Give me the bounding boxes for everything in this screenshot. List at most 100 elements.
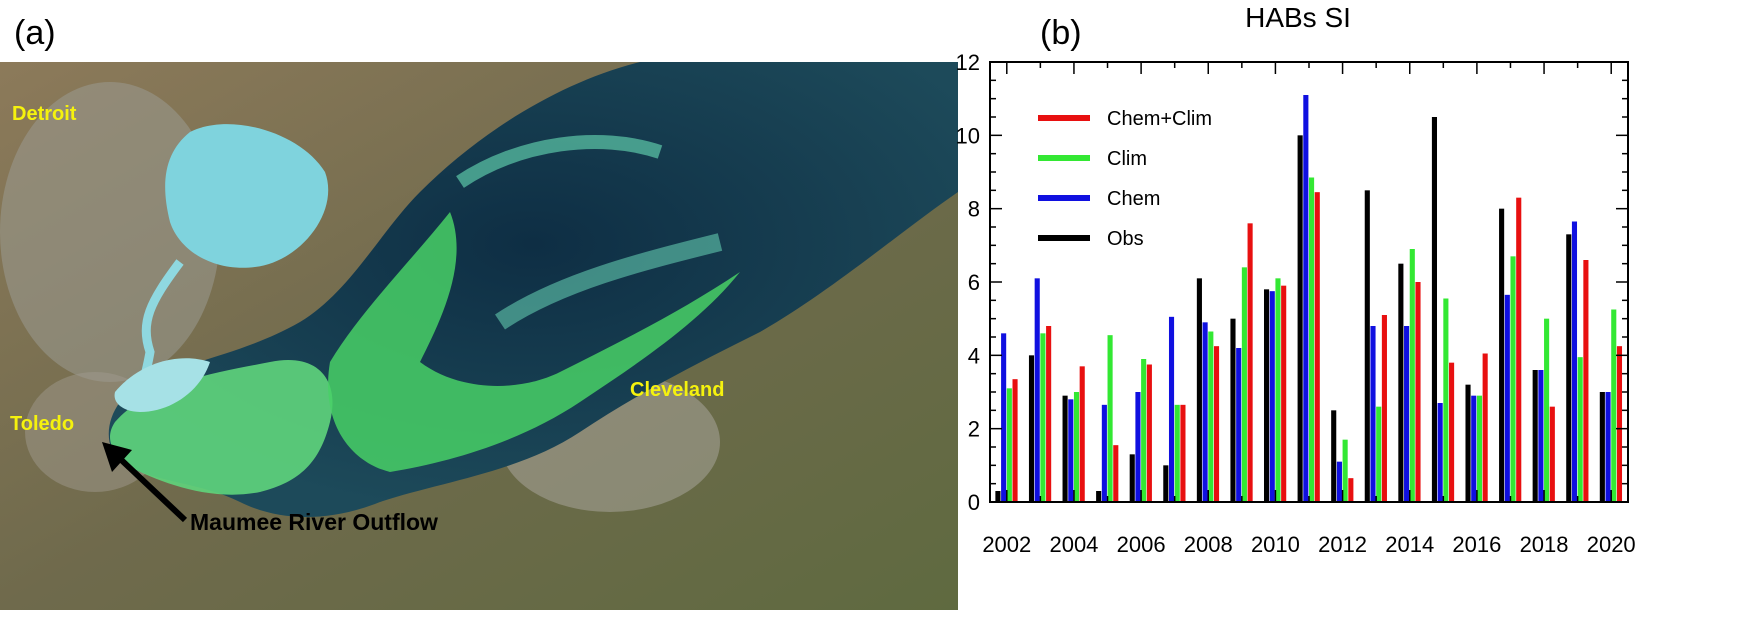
bar-obs-2019: [1566, 234, 1572, 503]
y-tick-label: 8: [968, 197, 980, 222]
bar-obs-2009: [1230, 318, 1236, 502]
plot-frame: [989, 61, 1629, 503]
x-tick-label: 2008: [1184, 532, 1233, 557]
outflow-annotation: Maumee River Outflow: [190, 509, 438, 535]
bar-clim-2013: [1376, 406, 1382, 502]
bar-obs-2015: [1431, 117, 1438, 502]
legend-label-chem-clim: Chem+Clim: [1107, 108, 1212, 130]
bar-chem-clim-2008: [1213, 346, 1220, 502]
bar-clim-2007: [1174, 404, 1180, 502]
bar-clim-2016: [1476, 395, 1483, 502]
x-tick-label: 2018: [1520, 532, 1569, 557]
bar-chem-clim-2012: [1348, 478, 1354, 502]
bar-chem-2008: [1202, 322, 1208, 502]
bar-clim-2019: [1577, 357, 1583, 502]
detroit-urban-area: [0, 82, 220, 382]
bar-obs-2007: [1163, 465, 1169, 502]
bar-obs-2002: [995, 491, 1001, 502]
bar-chem-2011: [1303, 95, 1309, 502]
chart-title: HABs SI: [1245, 2, 1351, 33]
bar-clim-2009: [1241, 267, 1247, 502]
x-tick-label: 2012: [1318, 532, 1367, 557]
bar-chem-clim-2018: [1549, 406, 1555, 502]
y-tick-label: 12: [956, 50, 980, 75]
legend-label-obs: Obs: [1107, 228, 1144, 250]
habs-si-chart: HABs SI 0 2 4 6 8 10 12 2002 2004 2006 2008 2010 201…: [956, 2, 1636, 557]
bar-chem-clim-2020: [1616, 346, 1623, 502]
bar-obs-2005: [1096, 491, 1102, 502]
x-tick-label: 2014: [1385, 532, 1434, 557]
bar-clim-2017: [1510, 256, 1516, 502]
bar-clim-2014: [1409, 249, 1415, 502]
bar-chem-clim-2011: [1314, 192, 1320, 502]
bar-chem-2017: [1504, 294, 1510, 502]
bar-chem-2014: [1404, 326, 1410, 502]
bar-obs-2003: [1028, 355, 1035, 502]
bar-chem-2009: [1236, 348, 1242, 502]
bar-obs-2014: [1398, 263, 1404, 502]
bar-chem-2020: [1605, 392, 1611, 502]
bar-chem-clim-2019: [1583, 260, 1589, 502]
satellite-map: Detroit Toledo Cleveland Maumee River Ou…: [0, 62, 958, 610]
bar-clim-2010: [1275, 278, 1281, 502]
y-tick-label: 2: [968, 417, 980, 442]
lake-st-clair: [165, 124, 329, 268]
y-tick-label: 0: [968, 490, 980, 515]
bar-chem-2004: [1068, 399, 1074, 502]
x-tick-label: 2004: [1049, 532, 1098, 557]
legend-label-clim: Clim: [1107, 148, 1147, 170]
city-label-toledo: Toledo: [10, 413, 74, 435]
bar-chem-clim-2006: [1146, 364, 1152, 502]
bar-chem-2002: [1001, 333, 1007, 502]
bar-chem-clim-2016: [1482, 353, 1488, 502]
bar-obs-2018: [1532, 370, 1538, 502]
bar-chem-2010: [1269, 291, 1275, 502]
bar-clim-2005: [1107, 335, 1113, 502]
turquoise-plume: [114, 358, 210, 412]
y-tick-label: 10: [956, 123, 980, 148]
bar-clim-2003: [1040, 333, 1046, 502]
bar-obs-2016: [1465, 384, 1471, 502]
bar-clim-2008: [1208, 331, 1214, 502]
y-tick-label: 6: [968, 270, 980, 295]
bar-clim-2012: [1342, 439, 1348, 502]
bar-chem-2013: [1370, 326, 1376, 502]
bar-chem-clim-2002: [1012, 379, 1018, 502]
bar-obs-2008: [1196, 278, 1202, 502]
bar-chem-clim-2015: [1449, 362, 1455, 502]
bar-chem-2003: [1034, 278, 1040, 502]
bar-chem-clim-2013: [1381, 315, 1387, 502]
algal-bloom-central: [328, 212, 740, 472]
panel-a-label: (a): [14, 14, 56, 52]
city-label-cleveland: Cleveland: [630, 379, 724, 401]
city-label-detroit: Detroit: [12, 103, 77, 125]
bar-clim-2004: [1073, 392, 1080, 502]
bar-chem-2018: [1538, 370, 1544, 502]
bar-clim-2011: [1309, 177, 1315, 502]
bar-obs-2004: [1062, 395, 1068, 502]
bar-obs-2011: [1297, 135, 1303, 503]
x-tick-label: 2002: [982, 532, 1031, 557]
bloom-swirl: [456, 135, 663, 188]
bar-chem-clim-2009: [1247, 223, 1253, 503]
bar-obs-2010: [1264, 289, 1270, 502]
bar-chem-2015: [1437, 403, 1443, 502]
bar-chem-2007: [1168, 316, 1175, 502]
bar-clim-2018: [1544, 318, 1550, 502]
bar-chem-2005: [1101, 404, 1107, 502]
y-tick-label: 4: [968, 343, 980, 368]
bar-chem-clim-2003: [1046, 326, 1052, 502]
x-tick-label: 2006: [1117, 532, 1166, 557]
bar-clim-2002: [1006, 388, 1012, 502]
bar-chem-clim-2010: [1281, 285, 1287, 502]
bar-obs-2012: [1331, 410, 1337, 502]
bar-chem-clim-2007: [1180, 404, 1186, 502]
legend: Chem+Clim Clim Chem Obs: [1038, 108, 1212, 250]
outflow-arrow-head: [102, 442, 132, 472]
bar-obs-2006: [1129, 454, 1135, 502]
bar-chem-clim-2005: [1113, 445, 1119, 502]
bar-chem-clim-2014: [1415, 282, 1421, 502]
bar-chem-clim-2004: [1079, 366, 1085, 502]
panel-b-label: (b): [1040, 14, 1082, 52]
ticks-group: 0 2 4 6 8 10 12 2002 2004 2006 2008 2010 2012 2014 201…: [956, 50, 1636, 557]
